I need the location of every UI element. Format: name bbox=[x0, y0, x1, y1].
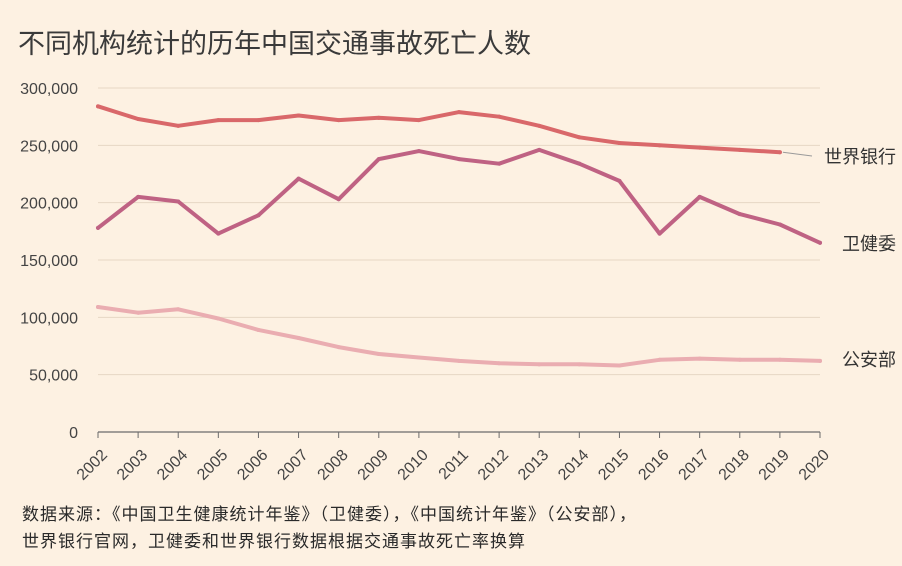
y-tick-label: 150,000 bbox=[20, 253, 78, 270]
x-tick-label: 2019 bbox=[756, 447, 793, 484]
data-point bbox=[777, 357, 782, 362]
data-point bbox=[256, 327, 261, 332]
data-point bbox=[296, 113, 301, 118]
y-tick-label: 50,000 bbox=[29, 368, 78, 385]
data-point bbox=[296, 176, 301, 181]
x-tick-label: 2009 bbox=[355, 447, 392, 484]
x-tick-label: 2014 bbox=[555, 447, 592, 484]
x-tick-label: 2012 bbox=[475, 447, 512, 484]
series-line-1 bbox=[96, 104, 782, 155]
data-point bbox=[216, 231, 221, 236]
data-point bbox=[457, 157, 461, 162]
data-point bbox=[697, 356, 702, 361]
series-label: 卫健委 bbox=[842, 234, 896, 255]
data-point bbox=[777, 222, 782, 227]
y-tick-label: 0 bbox=[69, 425, 78, 442]
x-tick-label: 2013 bbox=[515, 447, 552, 484]
data-point bbox=[336, 197, 341, 202]
data-point bbox=[737, 212, 742, 217]
data-point bbox=[497, 114, 502, 119]
data-point bbox=[176, 199, 181, 204]
source-note: 数据来源：《中国卫生健康统计年鉴》（卫健委），《中国统计年鉴》（公安部）， 世界… bbox=[22, 502, 892, 556]
data-point bbox=[256, 118, 261, 123]
y-tick-label: 100,000 bbox=[20, 310, 78, 327]
source-line-2: 世界银行官网，卫健委和世界银行数据根据交通事故死亡率换算 bbox=[22, 532, 526, 552]
x-tick-label: 2018 bbox=[716, 447, 753, 484]
x-tick-label: 2010 bbox=[395, 447, 432, 484]
source-line-1: 数据来源：《中国卫生健康统计年鉴》（卫健委），《中国统计年鉴》（公安部）， bbox=[22, 505, 637, 525]
data-point bbox=[537, 123, 542, 128]
data-point bbox=[296, 335, 301, 340]
data-point bbox=[737, 357, 742, 362]
x-tick-label: 2007 bbox=[274, 447, 311, 484]
data-point bbox=[96, 104, 100, 109]
data-point bbox=[657, 231, 662, 236]
data-point bbox=[617, 363, 622, 368]
data-point bbox=[376, 157, 381, 162]
series-line-2 bbox=[96, 147, 822, 245]
data-point bbox=[176, 307, 181, 312]
data-point bbox=[256, 213, 261, 218]
data-point bbox=[216, 316, 221, 321]
x-tick-label: 2005 bbox=[194, 447, 231, 484]
data-point bbox=[96, 225, 100, 230]
data-point bbox=[657, 143, 662, 148]
data-point bbox=[336, 345, 341, 350]
data-point bbox=[176, 123, 181, 128]
data-point bbox=[577, 135, 582, 140]
data-point bbox=[537, 362, 542, 367]
data-point bbox=[577, 362, 582, 367]
x-tick-label: 2016 bbox=[635, 447, 672, 484]
series-label: 公安部 bbox=[842, 350, 896, 371]
data-point bbox=[416, 149, 421, 154]
data-point bbox=[537, 147, 542, 152]
data-point bbox=[416, 118, 421, 123]
x-tick-label: 2003 bbox=[114, 447, 151, 484]
x-tick-label: 2020 bbox=[796, 447, 833, 484]
chart-title: 不同机构统计的历年中国交通事故死亡人数 bbox=[18, 29, 531, 60]
y-tick-label: 250,000 bbox=[20, 138, 78, 155]
y-tick-label: 200,000 bbox=[20, 196, 78, 213]
x-tick-label: 2015 bbox=[595, 447, 632, 484]
data-point bbox=[577, 161, 582, 166]
x-tick-label: 2008 bbox=[315, 447, 352, 484]
data-point bbox=[737, 147, 742, 152]
data-point bbox=[457, 110, 461, 115]
data-point bbox=[697, 145, 702, 150]
data-point bbox=[457, 358, 461, 363]
data-point bbox=[617, 141, 622, 146]
data-point bbox=[376, 115, 381, 120]
x-tick-label: 2011 bbox=[436, 447, 472, 483]
x-tick-label: 2017 bbox=[676, 447, 713, 484]
data-point bbox=[336, 118, 341, 123]
series-label: 世界银行 bbox=[824, 147, 896, 168]
data-point bbox=[777, 150, 782, 155]
data-point bbox=[136, 310, 141, 315]
data-point bbox=[136, 194, 141, 199]
data-point bbox=[136, 116, 141, 121]
data-point bbox=[617, 178, 622, 183]
y-tick-label: 300,000 bbox=[20, 81, 78, 98]
data-point bbox=[697, 194, 702, 199]
label-leader bbox=[782, 151, 813, 157]
data-point bbox=[818, 358, 822, 363]
x-tick-label: 2002 bbox=[74, 447, 111, 484]
x-tick-label: 2004 bbox=[154, 447, 191, 484]
data-point bbox=[416, 355, 421, 360]
data-point bbox=[818, 240, 822, 245]
series-line-3 bbox=[96, 305, 822, 368]
data-point bbox=[497, 161, 502, 166]
x-tick-label: 2006 bbox=[234, 447, 271, 484]
data-point bbox=[376, 352, 381, 357]
data-point bbox=[657, 357, 662, 362]
data-point bbox=[96, 305, 100, 310]
data-point bbox=[216, 118, 221, 123]
data-point bbox=[497, 361, 502, 366]
